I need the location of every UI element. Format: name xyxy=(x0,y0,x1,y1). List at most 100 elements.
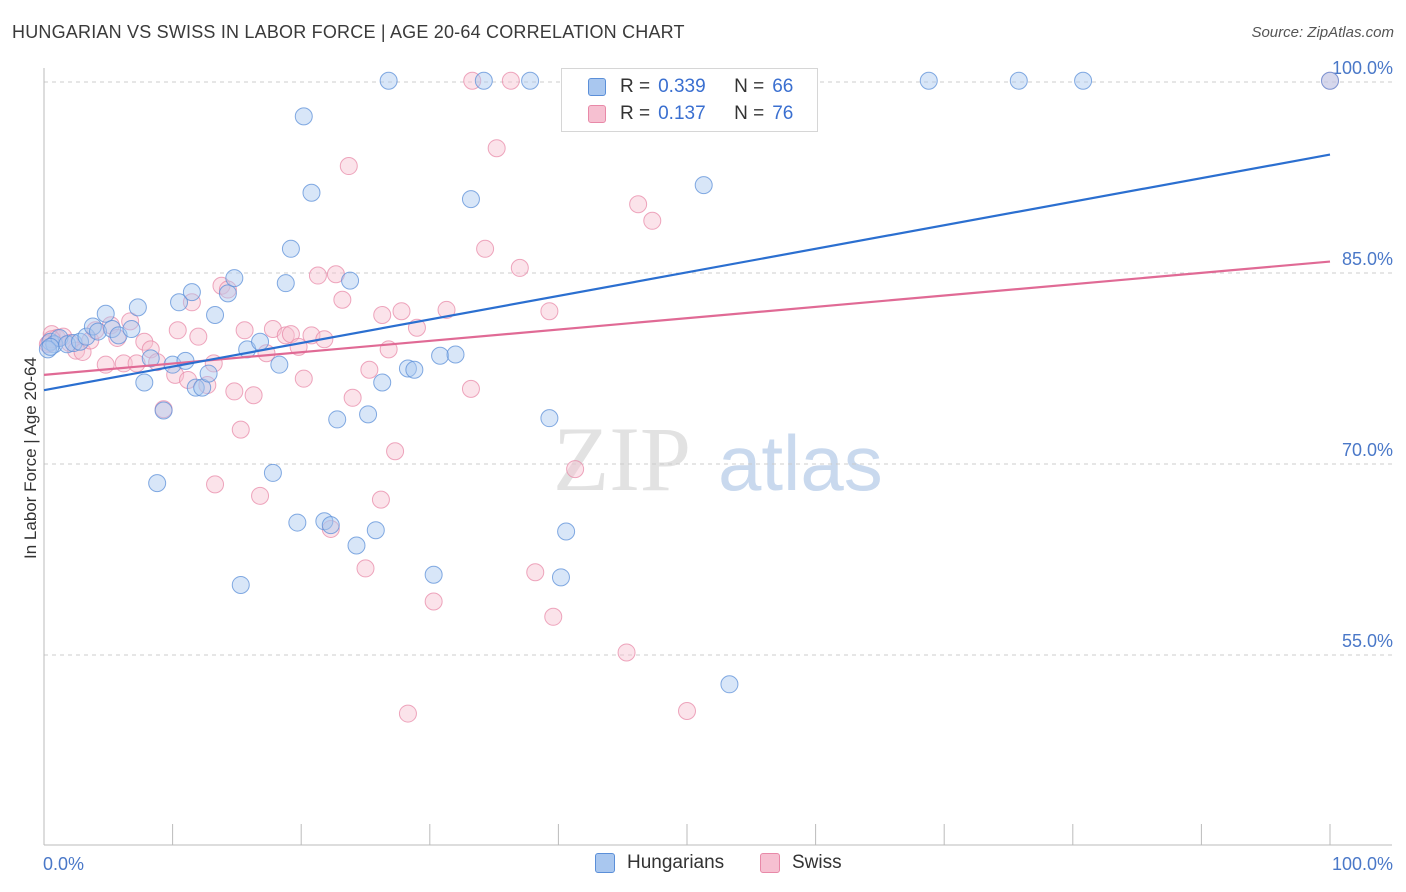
swiss-point xyxy=(392,302,411,321)
axes xyxy=(43,68,1392,846)
swiss-point xyxy=(437,300,456,319)
swiss-point xyxy=(629,195,648,214)
swiss-point xyxy=(371,490,390,509)
legend-label-swiss: Swiss xyxy=(792,852,842,873)
legend-r-value: 0.339 xyxy=(658,76,706,97)
hungarian-point xyxy=(521,71,540,90)
swiss-point xyxy=(179,370,198,389)
hungarian-point xyxy=(321,516,340,535)
legend-n-value: 76 xyxy=(772,103,794,124)
swiss-point xyxy=(294,369,313,388)
hungarian-point xyxy=(294,107,313,126)
swiss-point xyxy=(566,460,585,479)
hungarian-point xyxy=(359,405,378,424)
swiss-point xyxy=(617,643,636,662)
swiss-point xyxy=(198,376,217,395)
swiss-point xyxy=(244,386,263,405)
series-legend: Hungarians Swiss xyxy=(0,852,1406,878)
hungarian-point xyxy=(398,359,417,378)
y-tick-label: 100.0% xyxy=(1332,58,1393,78)
hungarian-point xyxy=(41,337,60,356)
legend-n-label: N = xyxy=(734,103,765,124)
swiss-point xyxy=(373,306,392,325)
hungarian-point xyxy=(1321,71,1339,90)
y-tick-label: 70.0% xyxy=(1342,440,1393,460)
hungarians-points xyxy=(38,71,1339,694)
hungarian-point xyxy=(231,575,250,594)
hungarian-point xyxy=(135,373,154,392)
hungarian-point xyxy=(366,521,385,540)
hungarian-point xyxy=(276,274,295,293)
correlation-legend: R = 0.339 N = 66 R = 0.137 N = 76 xyxy=(561,68,818,132)
source-note: Source: ZipAtlas.com xyxy=(1251,24,1394,41)
hungarian-point xyxy=(186,378,205,397)
swiss-point xyxy=(308,266,327,285)
swiss-point xyxy=(510,258,529,277)
legend-n-label: N = xyxy=(734,76,765,97)
hungarian-point xyxy=(83,317,102,336)
hungarian-point xyxy=(379,71,398,90)
hungarian-point xyxy=(96,304,115,323)
hungarian-point xyxy=(540,409,559,428)
hungarian-point xyxy=(270,355,289,374)
swiss-point xyxy=(544,607,563,626)
swiss-point xyxy=(540,302,559,321)
swiss-point xyxy=(333,290,352,309)
hungarian-point xyxy=(148,474,167,493)
swiss-trend-line xyxy=(43,260,1331,376)
swiss-point xyxy=(121,312,140,331)
trend-lines xyxy=(43,153,1331,392)
hungarian-point xyxy=(302,183,321,202)
swiss-legend-swatch xyxy=(760,853,780,873)
swiss-point xyxy=(386,442,405,461)
swiss-point xyxy=(231,420,250,439)
hungarian-point xyxy=(328,410,347,429)
hungarian-point xyxy=(154,401,173,420)
hungarian-point xyxy=(1009,71,1028,90)
hungarian-point xyxy=(281,239,300,258)
legend-item-swiss: Swiss xyxy=(760,852,842,874)
x-tick-label: 100.0% xyxy=(1332,854,1393,874)
swiss-point xyxy=(476,239,495,258)
swiss-point xyxy=(678,702,696,721)
legend-item-hungarians: Hungarians xyxy=(595,852,724,874)
swiss-point xyxy=(235,321,254,340)
chart-title: HUNGARIAN VS SWISS IN LABOR FORCE | AGE … xyxy=(12,22,685,42)
hungarian-point xyxy=(141,349,160,368)
x-tick-labels: 0.0% 100.0% xyxy=(43,854,1393,874)
hungarian-point xyxy=(720,675,739,694)
swiss-point xyxy=(135,332,154,351)
hungarian-point xyxy=(341,271,360,290)
hungarian-point xyxy=(424,565,443,584)
y-tick-label: 85.0% xyxy=(1342,249,1393,269)
swiss-point xyxy=(343,388,362,407)
hungarian-point xyxy=(551,568,570,587)
swiss-point xyxy=(501,71,520,90)
hungarian-point xyxy=(431,346,450,365)
watermark-atlas: atlas xyxy=(718,419,883,507)
hungarian-point xyxy=(206,306,225,325)
gridlines xyxy=(44,81,1392,656)
swiss-point xyxy=(339,157,358,176)
hungarian-point xyxy=(182,283,201,302)
y-axis-label: In Labor Force | Age 20-64 xyxy=(21,357,40,559)
hungarian-point xyxy=(89,322,108,341)
legend-label-hungarians: Hungarians xyxy=(627,852,725,873)
hungarian-point xyxy=(128,298,147,317)
y-tick-labels: 55.0% 70.0% 85.0% 100.0% xyxy=(1332,58,1393,651)
swiss-point xyxy=(182,293,201,312)
hungarian-point xyxy=(77,327,96,346)
swiss-points xyxy=(38,71,1339,723)
hungarian-point xyxy=(474,71,493,90)
swiss-point xyxy=(643,211,662,230)
swiss-point xyxy=(225,382,244,401)
hungarian-point xyxy=(199,364,218,383)
hungarian-point xyxy=(288,513,307,532)
swiss-point xyxy=(218,280,237,299)
hungarian-point xyxy=(557,522,576,541)
swiss-point xyxy=(206,475,225,494)
hungarian-point xyxy=(251,332,270,351)
swiss-point xyxy=(487,139,506,158)
hungarians-legend-swatch xyxy=(595,853,615,873)
hungarian-point xyxy=(38,340,57,359)
